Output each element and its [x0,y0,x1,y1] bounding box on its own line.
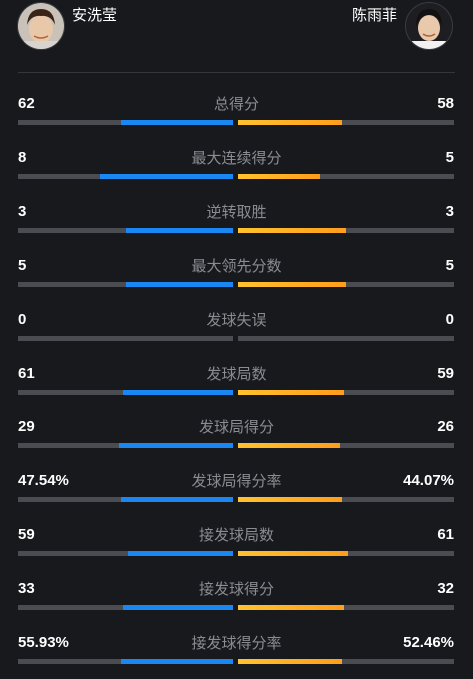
stat-right-bar-fill [238,282,346,287]
stat-right-value: 52.46% [403,634,454,651]
stat-row: 62 总得分 58 [0,94,473,134]
header-divider [18,72,455,73]
stat-left-bar-track [18,120,233,125]
stat-left-bar-track [18,282,233,287]
stat-right-bar-fill [238,443,340,448]
stat-right-bar-fill [238,228,346,233]
stat-right-bar-track [238,336,454,341]
stat-left-bar-fill [119,443,233,448]
stat-left-value: 8 [18,149,27,166]
stat-left-value: 33 [18,580,35,597]
stat-left-bar-fill [123,605,233,610]
stat-left-bar-fill [125,228,233,233]
stat-row: 3 逆转取胜 3 [0,202,473,242]
stat-right-value: 0 [445,311,454,328]
stat-row: 47.54% 发球局得分率 44.07% [0,471,473,511]
stat-left-value: 29 [18,418,35,435]
stat-left-value: 61 [18,365,35,382]
stat-left-bar-track [18,443,233,448]
stat-right-value: 26 [437,418,454,435]
stat-row: 59 接发球局数 61 [0,525,473,565]
stat-row: 5 最大领先分数 5 [0,256,473,296]
stat-right-bar-track [238,659,454,664]
stat-left-bar-fill [123,390,233,395]
player-right-name[interactable]: 陈雨菲 [351,6,397,24]
player-right-portrait-icon [406,3,452,49]
stat-right-bar-fill [238,605,344,610]
stat-right-bar-track [238,443,454,448]
stat-label: 发球失误 [206,311,267,329]
stat-label: 发球局数 [206,365,267,383]
stat-right-bar-fill [238,174,321,179]
stat-left-bar-track [18,659,233,664]
stat-label: 接发球局数 [198,526,274,544]
stat-right-value: 58 [437,95,454,112]
stat-label: 逆转取胜 [206,203,267,221]
stat-label: 接发球得分率 [191,634,282,652]
stat-row: 29 发球局得分 26 [0,417,473,457]
stat-left-bar-fill [99,174,233,179]
stat-left-bar-fill [127,551,233,556]
stat-right-bar-track [238,605,454,610]
stat-right-value: 5 [445,257,454,274]
stat-left-bar-track [18,228,233,233]
stat-right-bar-track [238,497,454,502]
stat-right-value: 61 [437,526,454,543]
stat-left-bar-fill [121,497,233,502]
stat-row: 55.93% 接发球得分率 52.46% [0,633,473,673]
stat-left-bar-track [18,174,233,179]
stat-left-bar-track [18,605,233,610]
stat-row: 33 接发球得分 32 [0,579,473,619]
stat-right-bar-track [238,551,454,556]
stat-left-bar-fill [125,282,233,287]
stat-right-value: 32 [437,580,454,597]
stat-row: 0 发球失误 0 [0,310,473,350]
stat-label: 最大领先分数 [191,257,282,275]
stat-right-bar-track [238,174,454,179]
stat-left-bar-fill [121,659,233,664]
stat-row: 8 最大连续得分 5 [0,148,473,188]
stat-left-value: 3 [18,203,27,220]
stat-left-value: 5 [18,257,27,274]
stat-right-bar-fill [238,390,344,395]
stat-right-bar-fill [238,551,349,556]
stat-right-bar-track [238,390,454,395]
stat-right-value: 59 [437,365,454,382]
stat-label: 接发球得分 [198,580,274,598]
stat-label: 总得分 [213,95,259,113]
player-right-avatar[interactable] [405,2,453,50]
player-left-portrait-icon [18,3,64,49]
player-left-name[interactable]: 安洗莹 [72,6,118,24]
stat-left-bar-fill [121,120,233,125]
stat-left-bar-track [18,336,233,341]
stat-right-bar-track [238,120,454,125]
stat-right-bar-fill [238,497,342,502]
stat-left-value: 0 [18,311,27,328]
stat-right-bar-fill [238,659,342,664]
stat-label: 发球局得分 [198,418,274,436]
stat-right-value: 3 [445,203,454,220]
stat-label: 最大连续得分 [191,149,282,167]
stat-left-value: 47.54% [18,472,69,489]
stat-left-bar-track [18,390,233,395]
stat-right-bar-fill [238,120,342,125]
stat-left-value: 59 [18,526,35,543]
stat-left-value: 55.93% [18,634,69,651]
stat-right-bar-track [238,282,454,287]
players-header: 安洗莹 陈雨菲 [0,0,473,60]
stat-left-bar-track [18,497,233,502]
stat-right-value: 44.07% [403,472,454,489]
stat-label: 发球局得分率 [191,472,282,490]
stat-left-bar-track [18,551,233,556]
player-left-avatar[interactable] [17,2,65,50]
stat-row: 61 发球局数 59 [0,364,473,404]
stat-right-bar-track [238,228,454,233]
stat-right-value: 5 [445,149,454,166]
stat-left-value: 62 [18,95,35,112]
